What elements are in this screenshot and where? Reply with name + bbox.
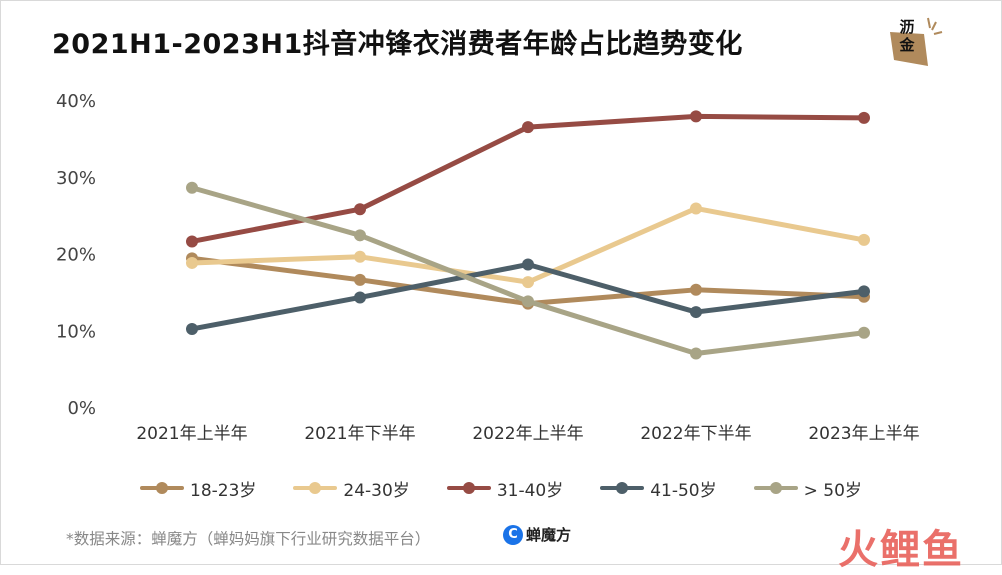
legend-swatch bbox=[293, 482, 338, 494]
data-point bbox=[522, 276, 534, 289]
data-point bbox=[186, 235, 198, 248]
data-point bbox=[354, 229, 366, 242]
data-point bbox=[690, 202, 702, 215]
data-point bbox=[522, 121, 534, 134]
data-point bbox=[858, 233, 870, 246]
data-point bbox=[858, 285, 870, 298]
data-point bbox=[858, 326, 870, 339]
legend-label: 24-30岁 bbox=[343, 480, 410, 501]
x-tick-label: 2021年上半年 bbox=[136, 424, 247, 444]
watermark: 火鲤鱼 bbox=[838, 527, 964, 573]
x-tick-label: 2023年上半年 bbox=[808, 424, 919, 444]
legend-label: > 50岁 bbox=[803, 480, 862, 501]
legend-item: 41-50岁 bbox=[600, 476, 717, 501]
legend-label: 31-40岁 bbox=[496, 480, 564, 501]
x-tick-label: 2022年上半年 bbox=[472, 424, 583, 444]
data-point bbox=[690, 347, 702, 360]
brand-name: 蝉魔方 bbox=[526, 526, 572, 544]
y-tick-label: 10% bbox=[56, 321, 96, 342]
brand-seal-icon bbox=[890, 17, 943, 66]
data-point bbox=[354, 203, 366, 216]
data-point bbox=[690, 283, 702, 296]
data-point bbox=[186, 322, 198, 335]
data-point bbox=[354, 291, 366, 304]
data-point bbox=[690, 306, 702, 319]
chart-title: 2021H1-2023H1抖音冲锋衣消费者年龄占比趋势变化 bbox=[52, 29, 743, 60]
data-point bbox=[354, 250, 366, 263]
data-point bbox=[690, 110, 702, 123]
data-point bbox=[522, 258, 534, 271]
legend-label: 41-50岁 bbox=[650, 480, 717, 501]
y-tick-label: 30% bbox=[56, 168, 96, 189]
y-tick-label: 0% bbox=[67, 398, 96, 419]
brand-seal-text: 沥金 bbox=[899, 18, 915, 54]
legend-swatch bbox=[753, 482, 798, 494]
data-point bbox=[522, 295, 534, 308]
source-brand: C 蝉魔方 bbox=[503, 524, 571, 545]
data-point bbox=[858, 111, 870, 124]
legend-label: 18-23岁 bbox=[190, 480, 257, 501]
data-point bbox=[354, 273, 366, 286]
data-point bbox=[186, 181, 198, 194]
legend-item: 24-30岁 bbox=[293, 476, 410, 501]
legend-swatch bbox=[140, 482, 184, 494]
chart-legend: 18-23岁 24-30岁 31-40岁 41-50岁 > 50岁 bbox=[140, 476, 899, 501]
legend-item: 18-23岁 bbox=[140, 476, 256, 501]
data-point bbox=[186, 256, 198, 269]
x-tick-label: 2022年下半年 bbox=[640, 424, 751, 444]
legend-swatch bbox=[446, 482, 491, 494]
y-tick-label: 40% bbox=[56, 91, 96, 112]
legend-item: 31-40岁 bbox=[446, 476, 564, 501]
legend-item: > 50岁 bbox=[753, 476, 862, 501]
data-source-note: *数据来源：蝉魔方（蝉妈妈旗下行业研究数据平台） bbox=[66, 530, 431, 548]
x-tick-label: 2021年下半年 bbox=[304, 424, 415, 444]
y-tick-label: 20% bbox=[56, 245, 96, 266]
brand-logo-icon: C bbox=[503, 524, 523, 545]
legend-swatch bbox=[600, 482, 645, 494]
